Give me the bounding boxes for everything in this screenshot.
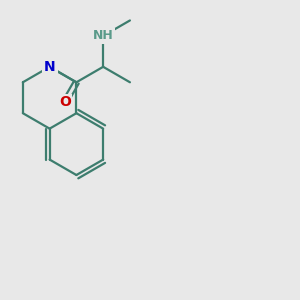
Text: N: N bbox=[44, 60, 56, 74]
Text: O: O bbox=[59, 95, 71, 110]
Text: NH: NH bbox=[93, 29, 113, 42]
